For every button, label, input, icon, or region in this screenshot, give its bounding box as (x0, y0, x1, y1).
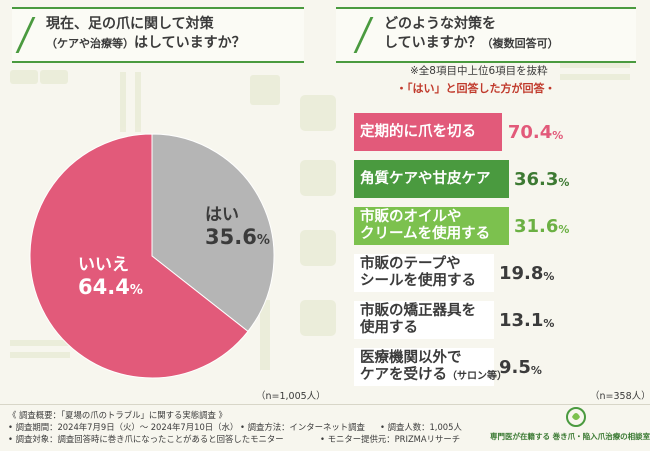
pie-slice-yes (151, 133, 275, 333)
question-right-line1: どのような対策を (384, 16, 496, 32)
footer-target: • 調査対象：調査回答時に巻き爪になったことがあると回答したモニター (8, 434, 284, 444)
bar-label-line2: 使用する (360, 320, 418, 336)
footer-period: • 調査期間：2024年7月9日（火）～ 2024年7月10日（水） (8, 422, 239, 432)
pie-label-yes-value: 35.6 (205, 225, 257, 249)
bar-row: 市販のオイルや クリームを使用する 31.6% (354, 207, 650, 245)
bar-value-number: 13.1 (499, 309, 544, 331)
bar-label-line1: 市販のオイルや (360, 209, 462, 225)
bar-5 (354, 348, 494, 386)
bar-value-1: 36.3% (514, 160, 569, 198)
bar-2 (354, 207, 509, 245)
bar-label-line1: 角質ケアや甘皮ケア (360, 170, 491, 187)
bar-label-4: 市販の矯正器具を 使用する (360, 301, 476, 339)
clinic-logo (566, 407, 586, 427)
bar-value-number: 36.3 (514, 168, 559, 190)
bar-sample-size: （n=358人） (590, 391, 650, 402)
bar-value-2: 31.6% (514, 207, 569, 245)
question-right-sub: （複数回答可） (481, 37, 559, 50)
bar-value-5: 9.5% (499, 348, 542, 386)
bar-label-line1: 市販のテープや (360, 256, 461, 272)
bar-value-number: 9.5 (499, 356, 531, 378)
bar-label-0: 定期的に爪を切る (360, 113, 476, 151)
bar-value-3: 19.8% (499, 254, 554, 292)
bar-value-4: 13.1% (499, 301, 554, 339)
clinic-name: 専門医が在籍する 巻き爪・陥入爪治療の相談室 (490, 432, 650, 441)
pie-label-yes: はい 35.6% (205, 200, 270, 249)
bar-label-line2: シールを使用する (360, 273, 476, 289)
bar-value-number: 19.8 (499, 262, 544, 284)
leaf-icon (566, 407, 586, 427)
question-right-line2: していますか？ (384, 35, 482, 51)
bar-label-line1: 市販の矯正器具を (360, 303, 476, 319)
question-left-line1: 現在、足の爪に関して対策 (46, 16, 214, 32)
bar-1 (354, 160, 509, 198)
bar-label-line2: クリームを使用する (360, 226, 491, 242)
footer-people: • 調査人数：1,005人 (380, 422, 462, 432)
pie-label-no-name: いいえ (78, 255, 129, 275)
bar-label-2: 市販のオイルや クリームを使用する (360, 207, 490, 245)
bar-3 (354, 254, 494, 292)
bar-label-line1: 定期的に爪を切る (360, 123, 476, 140)
pie-label-no-unit: % (129, 283, 143, 298)
pie-label-no: いいえ 64.4% (78, 250, 143, 299)
question-left-line2: はしていますか？ (134, 35, 246, 51)
bar-value-number: 70.4 (507, 121, 553, 143)
bar-value-unit: % (543, 316, 555, 330)
footer-provider: • モニター提供元：PRIZMAリサーチ (320, 434, 461, 444)
bar-0 (354, 113, 502, 151)
bar-row: 市販のテープや シールを使用する 19.8% (354, 254, 650, 292)
pie-sample-size: （n=1,005人） (256, 391, 326, 402)
footer-title: 《 調査概要：「夏場の爪のトラブル」に関する実態調査 》 (8, 410, 227, 420)
pie-slice-no (29, 133, 249, 379)
bar-value-unit: % (530, 363, 542, 377)
bar-value-unit: % (558, 222, 570, 236)
question-box-left: 現在、足の爪に関して対策 （ケアや治療等）はしていますか？ (12, 7, 304, 63)
bar-label-3: 市販のテープや シールを使用する (360, 254, 476, 292)
question-box-right: どのような対策を していますか？（複数回答可） (336, 7, 636, 63)
bar-label-line1: 医療機関以外で (360, 349, 462, 366)
survey-footer: 《 調査概要：「夏場の爪のトラブル」に関する実態調査 》 • 調査期間：2024… (0, 404, 650, 451)
extract-note: ※全8項目中上位6項目を抜粋 (410, 65, 548, 77)
bar-row: 市販の矯正器具を 使用する 13.1% (354, 301, 650, 339)
footer-method: • 調査方法：インターネット調査 (240, 422, 365, 432)
pie-label-yes-name: はい (205, 205, 239, 225)
bar-value-0: 70.4% (508, 113, 563, 151)
bar-value-unit: % (552, 128, 564, 142)
question-left-text: 現在、足の爪に関して対策 （ケアや治療等）はしていますか？ (46, 15, 246, 53)
bar-label-1: 角質ケアや甘皮ケア (360, 160, 491, 198)
bar-row: 定期的に爪を切る 70.4% (354, 113, 650, 151)
pie-label-yes-unit: % (256, 233, 270, 248)
bar-label-line2: ケアを受ける（サロン等） (360, 366, 507, 383)
question-right-text: どのような対策を していますか？（複数回答可） (384, 15, 559, 53)
bar-value-number: 31.6 (514, 215, 559, 237)
bar-row: 角質ケアや甘皮ケア 36.3% (354, 160, 650, 198)
bar-value-unit: % (543, 269, 555, 283)
bar-4 (354, 301, 494, 339)
bar-value-unit: % (558, 175, 570, 189)
yes-only-note: ・「はい」と回答した方が回答・ (396, 82, 556, 95)
pie-label-no-value: 64.4 (78, 275, 130, 299)
bar-label-5: 医療機関以外で ケアを受ける（サロン等） (360, 348, 507, 386)
bar-label-sub: （サロン等） (447, 370, 507, 382)
bar-row: 医療機関以外で ケアを受ける（サロン等） 9.5% (354, 348, 650, 386)
question-left-paren: （ケアや治療等） (46, 37, 134, 50)
